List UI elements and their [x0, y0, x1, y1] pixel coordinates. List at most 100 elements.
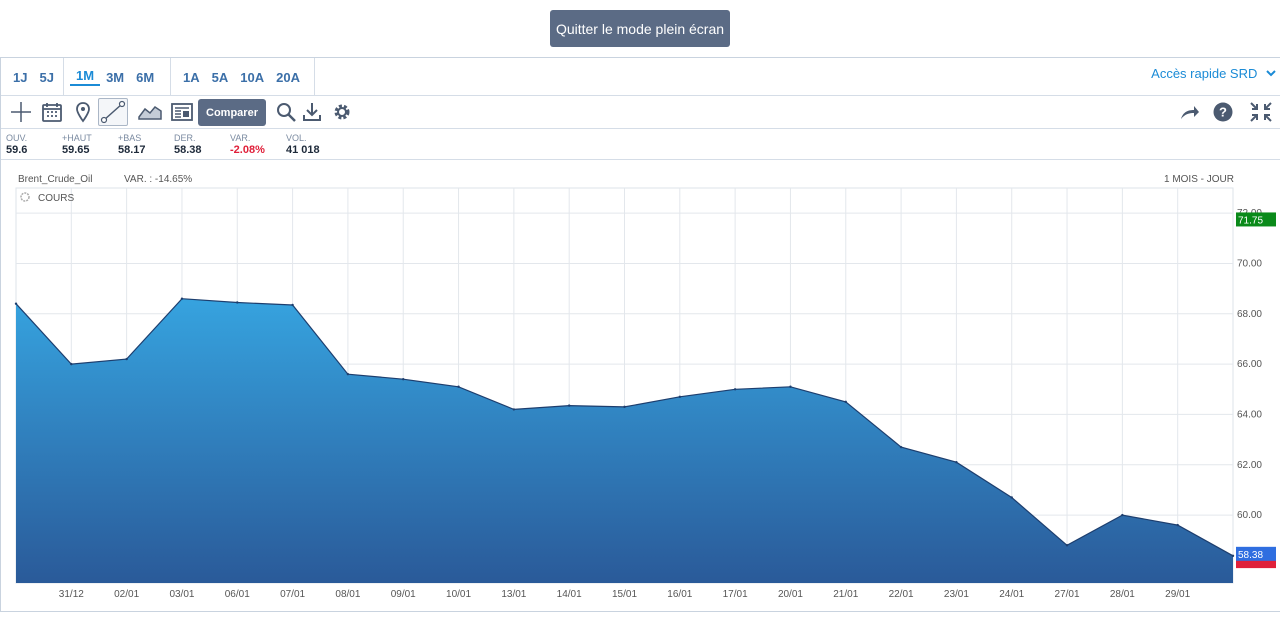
period-1j[interactable]: 1J: [13, 69, 28, 85]
x-tick-label: 29/01: [1165, 589, 1190, 600]
data-point: [1065, 544, 1069, 547]
data-point: [14, 302, 18, 305]
last-value-label: 58.38: [1238, 550, 1263, 561]
data-point: [678, 395, 682, 399]
x-tick-label: 07/01: [280, 589, 305, 600]
x-tick-label: 17/01: [723, 589, 748, 600]
stat-high: +HAUT 59.65: [62, 133, 92, 156]
data-point: [180, 297, 184, 300]
stat-last: DER. 58.38: [174, 133, 202, 156]
high-marker: [1236, 212, 1276, 227]
value-markers: 71.75 58.38: [1236, 212, 1276, 569]
pin-icon[interactable]: [68, 98, 98, 126]
quote-stats: OUV. 59.6 +HAUT 59.65 +BAS 58.17 DER. 58.38 …: [1, 130, 1280, 160]
x-tick-label: 31/12: [59, 589, 84, 600]
data-point: [955, 461, 958, 464]
area-chart-icon[interactable]: [135, 98, 165, 126]
data-point: [844, 400, 847, 404]
x-tick-label: 28/01: [1110, 589, 1135, 600]
stat-label: OUV.: [6, 133, 28, 143]
compare-button[interactable]: Comparer: [198, 99, 266, 126]
search-icon[interactable]: [271, 98, 301, 126]
x-tick-label: 15/01: [612, 589, 637, 600]
data-point: [236, 301, 239, 304]
x-tick-label: 02/01: [114, 589, 139, 600]
data-point: [125, 357, 128, 361]
stat-label: +BAS: [118, 133, 142, 143]
x-tick-label: 21/01: [833, 589, 858, 600]
data-point: [70, 362, 73, 366]
data-point: [291, 303, 294, 307]
data-point: [1176, 523, 1179, 527]
stat-label: +HAUT: [62, 133, 92, 143]
top-bar: Quitter le mode plein écran: [0, 0, 1280, 57]
svg-text:?: ?: [1219, 105, 1227, 120]
stat-value: 58.38: [174, 144, 202, 156]
x-axis: 31/12 02/01 03/01 06/01 07/01 08/01 09/01 10/01…: [59, 589, 1191, 600]
exit-fullscreen-button[interactable]: Quitter le mode plein écran: [550, 10, 730, 47]
period-5j[interactable]: 5J: [39, 69, 54, 85]
stat-value: 41 018: [286, 144, 320, 156]
stat-value: 58.17: [118, 144, 146, 156]
data-point: [567, 404, 571, 407]
data-point: [1231, 554, 1235, 558]
quick-access-label: Accès rapide SRD: [1151, 66, 1258, 81]
collapse-icon[interactable]: [1246, 98, 1276, 126]
period-10a[interactable]: 10A: [240, 69, 265, 85]
period-20a[interactable]: 20A: [276, 69, 300, 85]
data-point: [1010, 496, 1013, 499]
data-point: [623, 405, 626, 409]
stat-open: OUV. 59.6: [6, 133, 27, 156]
period-group-days: 1J 5J: [1, 58, 64, 96]
chart-period-label: 1 MOIS - JOUR: [1164, 174, 1234, 185]
x-tick-label: 06/01: [225, 589, 250, 600]
x-tick-label: 10/01: [446, 589, 471, 600]
data-point: [512, 408, 516, 411]
quick-access-srd[interactable]: Accès rapide SRD: [1151, 66, 1277, 81]
x-tick-label: 08/01: [335, 589, 360, 600]
data-point: [346, 372, 350, 376]
stat-low: +BAS 58.17: [118, 133, 146, 156]
series-label: COURS: [38, 193, 74, 204]
period-6m[interactable]: 6M: [136, 69, 155, 85]
period-group-years: 1A 5A 10A 20A: [171, 58, 315, 96]
chart-area[interactable]: Brent_Crude_Oil VAR. : -14.65% 1 MOIS - …: [1, 161, 1280, 613]
series-legend[interactable]: COURS: [20, 192, 74, 204]
y-tick-label: 60.00: [1237, 510, 1262, 521]
news-icon[interactable]: [167, 98, 197, 126]
high-marker-label: 71.75: [1238, 215, 1263, 226]
download-icon[interactable]: [297, 98, 327, 126]
price-area: [16, 298, 1233, 583]
x-tick-label: 22/01: [889, 589, 914, 600]
x-tick-label: 16/01: [667, 589, 692, 600]
y-tick-label: 62.00: [1237, 460, 1262, 471]
x-tick-label: 24/01: [999, 589, 1024, 600]
x-tick-label: 14/01: [557, 589, 582, 600]
instrument-name: Brent_Crude_Oil: [18, 174, 92, 185]
stat-label: DER.: [174, 133, 196, 143]
period-3m[interactable]: 3M: [106, 69, 125, 85]
line-tool-icon[interactable]: [98, 98, 128, 126]
x-tick-label: 09/01: [391, 589, 416, 600]
share-icon[interactable]: [1174, 98, 1204, 126]
data-point: [402, 378, 405, 381]
chart-widget: 1J 5J 1M 3M 6M 1A 5A 10A 20A Accès rapid…: [0, 57, 1280, 612]
stat-value: 59.6: [6, 144, 28, 156]
calendar-icon[interactable]: [37, 98, 67, 126]
chart-variation: VAR. : -14.65%: [124, 174, 192, 185]
y-tick-label: 70.00: [1237, 258, 1262, 269]
data-point: [789, 385, 792, 388]
x-tick-label: 03/01: [169, 589, 194, 600]
crosshair-icon[interactable]: [6, 98, 36, 126]
stat-label: VAR.: [230, 133, 251, 143]
chevron-down-icon: [1266, 70, 1276, 77]
gear-icon[interactable]: [20, 192, 30, 202]
price-chart[interactable]: Brent_Crude_Oil VAR. : -14.65% 1 MOIS - …: [1, 161, 1279, 613]
period-1m[interactable]: 1M: [70, 68, 101, 86]
help-icon[interactable]: ?: [1208, 98, 1238, 126]
gear-icon[interactable]: [327, 98, 357, 126]
period-5a[interactable]: 5A: [211, 69, 229, 85]
period-1a[interactable]: 1A: [183, 69, 200, 85]
data-point: [457, 385, 460, 388]
